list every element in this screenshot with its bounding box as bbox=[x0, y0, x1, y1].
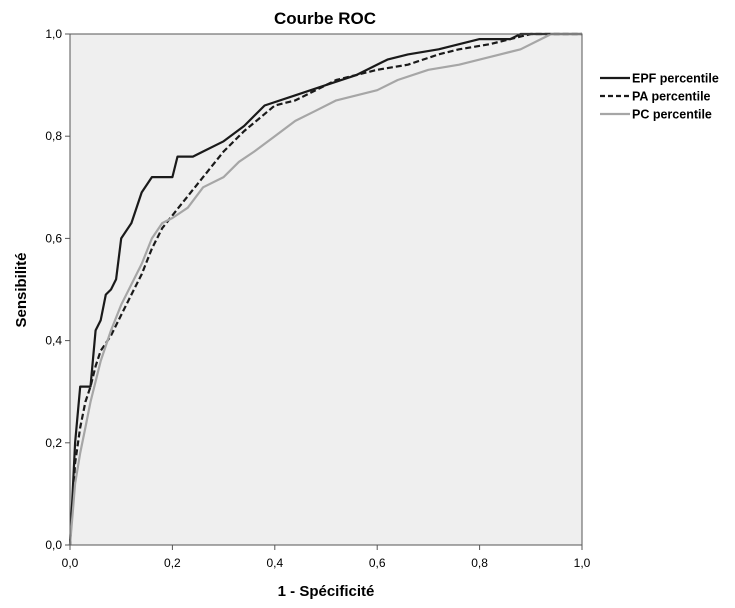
axes-layer: 0,0 0,2 0,4 0,6 0,8 1,0 0,0 0,2 0,4 0,6 0,8 1,0 bbox=[45, 27, 590, 570]
chart-title: Courbe ROC bbox=[274, 9, 376, 28]
series-line-3 bbox=[68, 32, 582, 546]
y-tick-label: 1,0 bbox=[45, 27, 62, 41]
y-tick-label: 0,0 bbox=[45, 538, 62, 552]
y-tick-label: 0,4 bbox=[45, 334, 62, 348]
x-tick-label: 0,8 bbox=[471, 556, 488, 570]
x-tick-label: 0,4 bbox=[266, 556, 283, 570]
legend-label-1: EPF percentile bbox=[632, 72, 719, 86]
series-layer bbox=[68, 32, 582, 546]
legend-label-2: PA percentile bbox=[632, 90, 711, 104]
y-tick-label: 0,6 bbox=[45, 231, 62, 245]
y-tick-label: 0,2 bbox=[45, 436, 62, 450]
x-tick-label: 1,0 bbox=[574, 556, 591, 570]
x-tick-label: 0,2 bbox=[164, 556, 181, 570]
x-tick-label: 0,0 bbox=[62, 556, 79, 570]
legend: EPF percentile PA percentile PC percentile bbox=[600, 72, 719, 122]
legend-label-3: PC percentile bbox=[632, 108, 712, 122]
series-line-2 bbox=[68, 32, 582, 546]
x-tick-label: 0,6 bbox=[369, 556, 386, 570]
plot-frame bbox=[69, 33, 583, 546]
series-line-1 bbox=[68, 32, 582, 546]
y-tick-label: 0,8 bbox=[45, 129, 62, 143]
y-axis-title: Sensibilité bbox=[13, 252, 30, 327]
x-axis-title: 1 - Spécificité bbox=[278, 583, 375, 600]
plot-area bbox=[70, 34, 582, 545]
